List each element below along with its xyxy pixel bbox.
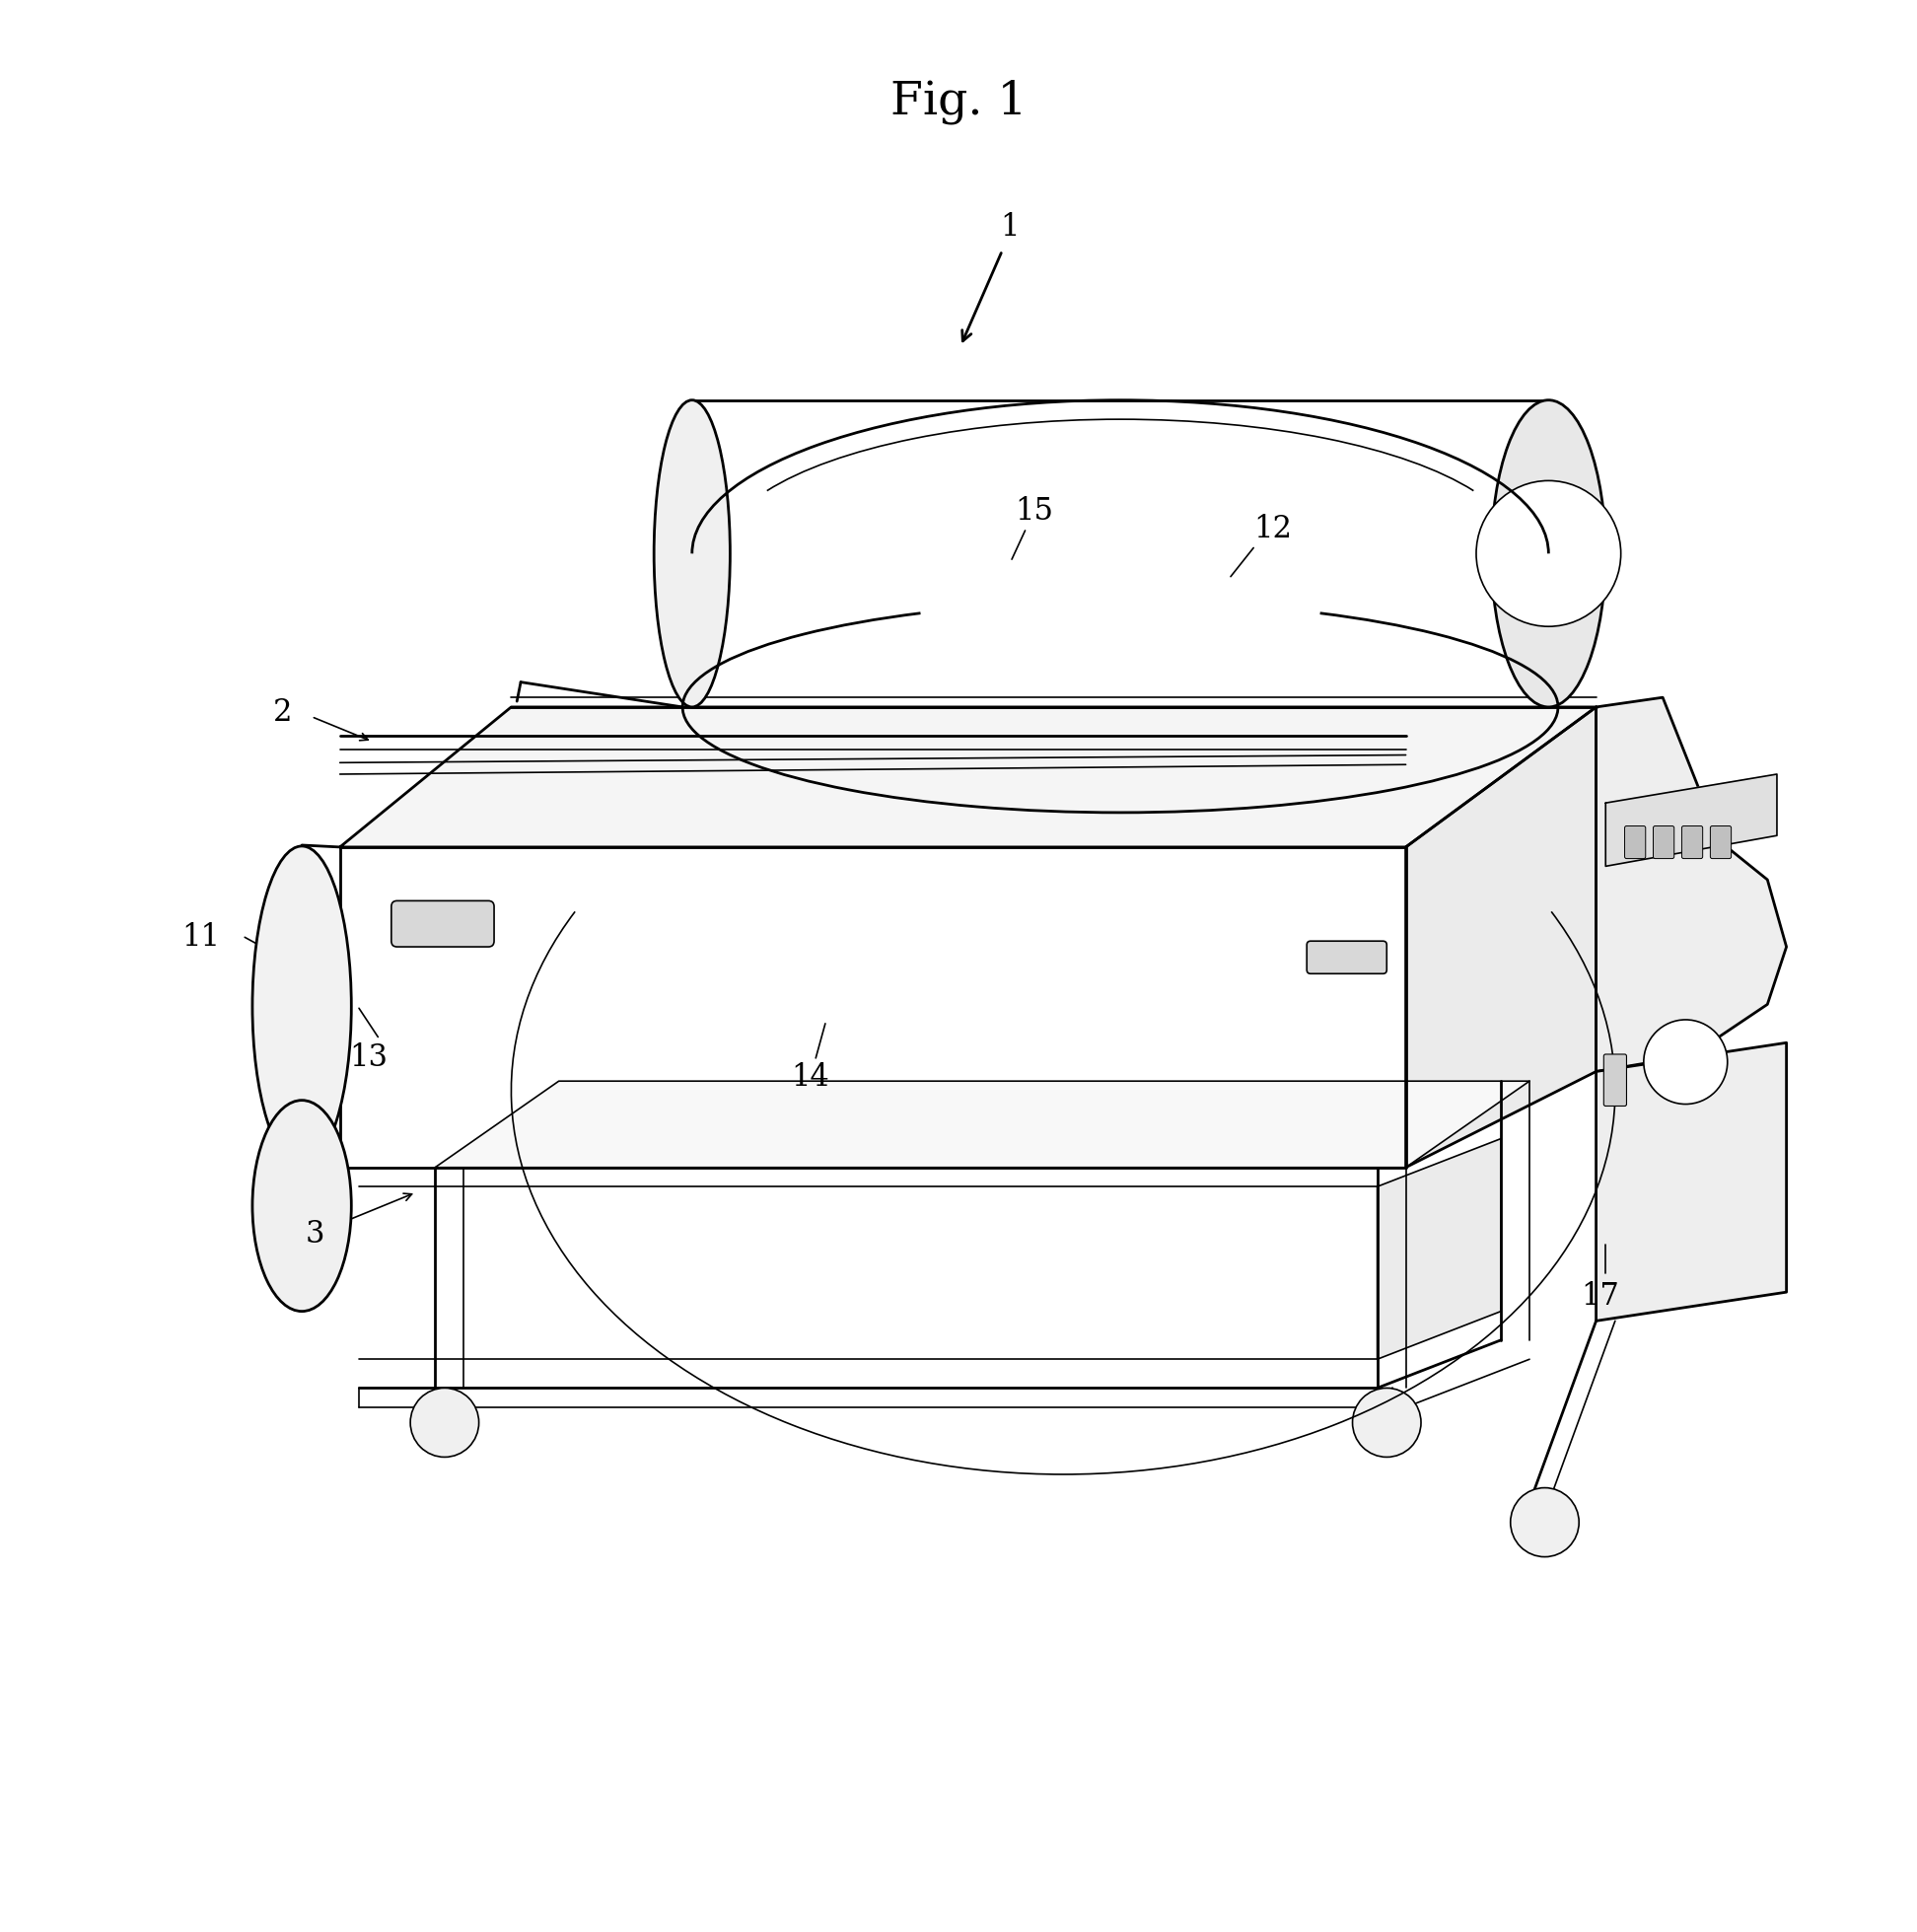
Ellipse shape xyxy=(1491,400,1606,707)
Circle shape xyxy=(410,1387,479,1457)
FancyBboxPatch shape xyxy=(1605,1055,1626,1105)
Circle shape xyxy=(1511,1488,1580,1557)
Ellipse shape xyxy=(654,400,730,707)
Circle shape xyxy=(1643,1020,1727,1103)
Polygon shape xyxy=(1376,1138,1501,1360)
Ellipse shape xyxy=(253,1101,351,1312)
Text: 15: 15 xyxy=(1016,497,1054,527)
Text: 13: 13 xyxy=(349,1043,387,1074)
Text: Fig. 1: Fig. 1 xyxy=(889,79,1028,126)
FancyBboxPatch shape xyxy=(1624,827,1645,858)
Polygon shape xyxy=(1606,775,1777,866)
Polygon shape xyxy=(435,1082,1530,1167)
Text: 2: 2 xyxy=(274,697,293,728)
Text: 17: 17 xyxy=(1582,1281,1620,1312)
FancyBboxPatch shape xyxy=(1681,827,1702,858)
FancyBboxPatch shape xyxy=(1652,827,1674,858)
Polygon shape xyxy=(1405,707,1597,1167)
Text: 11: 11 xyxy=(182,922,220,952)
Polygon shape xyxy=(1597,697,1787,1072)
Polygon shape xyxy=(692,400,1549,707)
Ellipse shape xyxy=(253,846,351,1167)
FancyBboxPatch shape xyxy=(1710,827,1731,858)
Text: 1: 1 xyxy=(1001,213,1020,243)
Polygon shape xyxy=(339,707,1597,846)
FancyBboxPatch shape xyxy=(1307,941,1386,974)
Text: 3: 3 xyxy=(305,1219,324,1250)
Polygon shape xyxy=(339,846,1405,1167)
Text: 14: 14 xyxy=(792,1063,830,1094)
Text: 12: 12 xyxy=(1254,514,1292,545)
FancyBboxPatch shape xyxy=(391,900,495,947)
Circle shape xyxy=(1476,481,1622,626)
Polygon shape xyxy=(1597,1043,1787,1321)
Circle shape xyxy=(1353,1387,1420,1457)
